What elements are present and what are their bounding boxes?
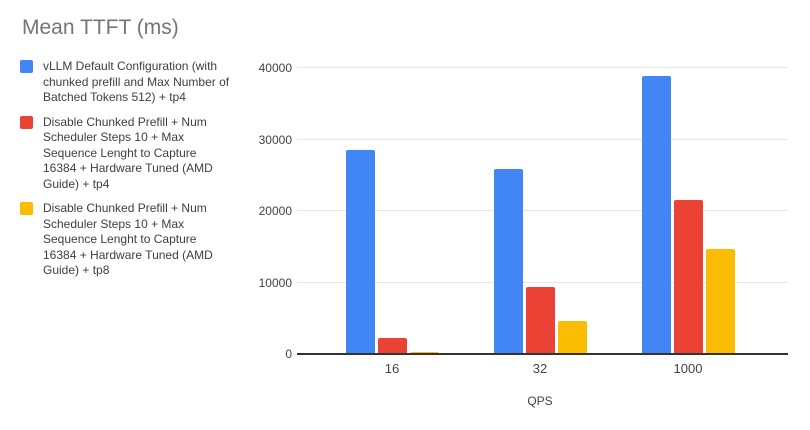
bar-group xyxy=(318,68,466,354)
bar-series-3 xyxy=(705,249,735,354)
legend: vLLM Default Configuration (with chunked… xyxy=(20,59,235,279)
gridline xyxy=(297,138,788,140)
bar-group xyxy=(466,68,614,354)
bar-series-3 xyxy=(557,320,587,354)
plot-area xyxy=(297,67,788,355)
legend-swatch-yellow xyxy=(20,202,33,215)
legend-item: Disable Chunked Prefill + Num Scheduler … xyxy=(20,115,235,193)
legend-label: Disable Chunked Prefill + Num Scheduler … xyxy=(43,201,213,277)
bar-series-2 xyxy=(377,338,407,354)
x-axis-category-label: 1000 xyxy=(673,361,703,376)
y-axis-tick-label: 20000 xyxy=(258,204,292,218)
x-axis-category-label: 32 xyxy=(532,361,548,376)
bar-series-2 xyxy=(525,286,555,354)
legend-item: vLLM Default Configuration (with chunked… xyxy=(20,59,235,106)
bar-series-1 xyxy=(345,150,375,354)
legend-label: vLLM Default Configuration (with chunked… xyxy=(43,59,230,104)
legend-swatch-red xyxy=(20,115,33,129)
bar-series-1 xyxy=(641,75,671,354)
legend-item: Disable Chunked Prefill + Num Scheduler … xyxy=(20,201,235,279)
bar-groups xyxy=(318,68,762,354)
x-axis-title: QPS xyxy=(527,394,553,408)
y-axis-tick-label: 40000 xyxy=(258,61,292,75)
bar-series-3 xyxy=(409,352,439,354)
bar-series-2 xyxy=(673,200,703,354)
y-axis-tick-label: 0 xyxy=(285,347,292,361)
x-axis-category-label: 16 xyxy=(384,361,400,376)
bar-group xyxy=(614,68,762,354)
x-axis-labels: 16 32 1000 xyxy=(318,361,762,376)
y-axis-tick-label: 30000 xyxy=(258,132,292,147)
gridline xyxy=(297,210,788,211)
gridline xyxy=(297,281,788,283)
bar-series-1 xyxy=(493,168,523,354)
legend-swatch-blue xyxy=(20,60,33,73)
chart-title: Mean TTFT (ms) xyxy=(22,16,179,39)
gridline xyxy=(297,67,788,68)
legend-label: Disable Chunked Prefill + Num Scheduler … xyxy=(43,114,213,191)
y-axis-tick-label: 10000 xyxy=(258,275,292,290)
y-axis-ticks: 0 10000 20000 30000 40000 xyxy=(160,61,292,361)
